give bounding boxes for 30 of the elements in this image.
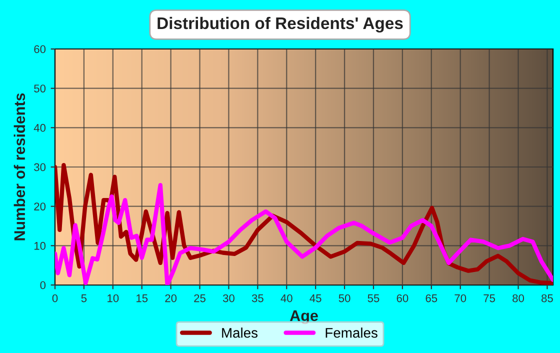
x-axis-title: Age (290, 310, 318, 324)
x-tick-label: 40 (280, 294, 292, 302)
x-tick-label: 15 (136, 294, 148, 302)
x-tick-label: 70 (454, 294, 466, 302)
y-tick-label: 20 (34, 202, 46, 210)
x-tick-label: 10 (108, 294, 119, 302)
x-tick-label: 50 (338, 294, 350, 302)
x-tick-label: 85 (542, 294, 553, 302)
y-tick-label: 30 (34, 163, 46, 172)
y-tick-label: 0 (40, 281, 46, 290)
x-tick-label: 60 (396, 294, 408, 302)
legend-label: Females (326, 328, 378, 338)
y-axis-title: Number of residents (14, 93, 26, 240)
x-tick-label: 45 (310, 294, 322, 302)
y-tick-label: 60 (34, 45, 46, 54)
x-tick-label: 55 (368, 294, 380, 302)
x-tick-label: 25 (194, 294, 206, 302)
x-tick-label: 75 (484, 294, 496, 302)
x-tick-label: 65 (426, 294, 438, 302)
y-tick-label: 40 (34, 124, 46, 132)
chart-title: Distribution of Residents' Ages (158, 16, 403, 33)
y-tick-label: 10 (34, 242, 46, 250)
x-tick-label: 0 (52, 294, 58, 302)
x-tick-label: 20 (165, 294, 177, 302)
legend-label: Males (222, 328, 258, 338)
y-tick-label: 50 (34, 84, 46, 92)
x-tick-label: 80 (512, 294, 524, 302)
x-tick-label: 35 (252, 294, 264, 302)
x-tick-label: 5 (81, 294, 87, 302)
x-tick-label: 30 (222, 294, 234, 302)
